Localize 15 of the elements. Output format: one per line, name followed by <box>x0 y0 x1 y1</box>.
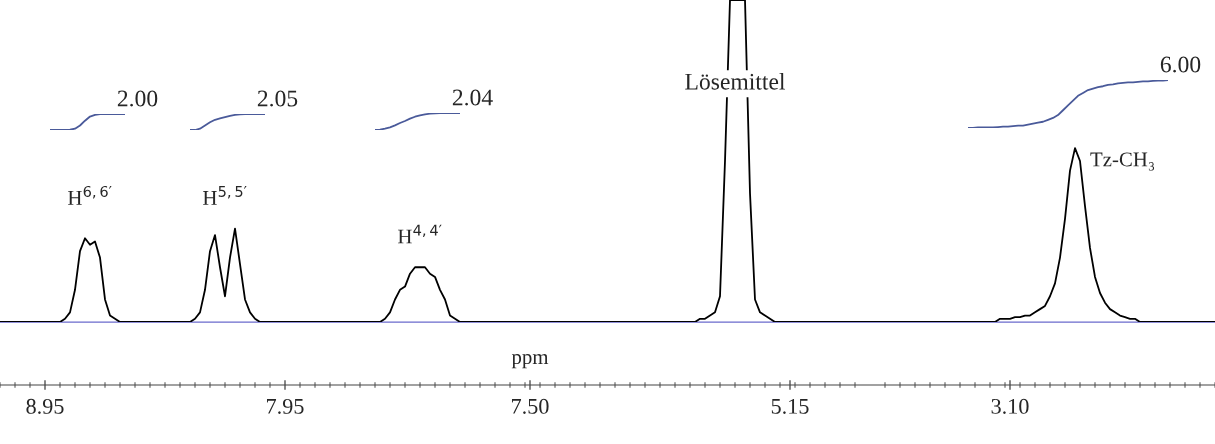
annotation: H$^{5,5′}$ <box>202 186 247 205</box>
x-axis-title: ppm <box>511 354 549 369</box>
text: 7.50 <box>512 398 549 414</box>
annotation: 2.04 <box>452 89 493 106</box>
annotation: 2.00 <box>117 90 158 107</box>
text: 5.15 <box>771 398 809 414</box>
annotation: Tz-CH₃ <box>1090 152 1155 171</box>
annotation: Lösemittel <box>685 73 786 90</box>
annotation: H$^{6,6′}$ <box>67 185 112 205</box>
text: 7.95 <box>267 398 304 414</box>
text: 8.95 <box>26 398 64 414</box>
annotation: 6.00 <box>1160 56 1201 73</box>
annotation: 2.05 <box>257 90 298 107</box>
text: 3.10 <box>991 398 1029 414</box>
annotation: H$^{4,4′}$ <box>397 224 442 244</box>
